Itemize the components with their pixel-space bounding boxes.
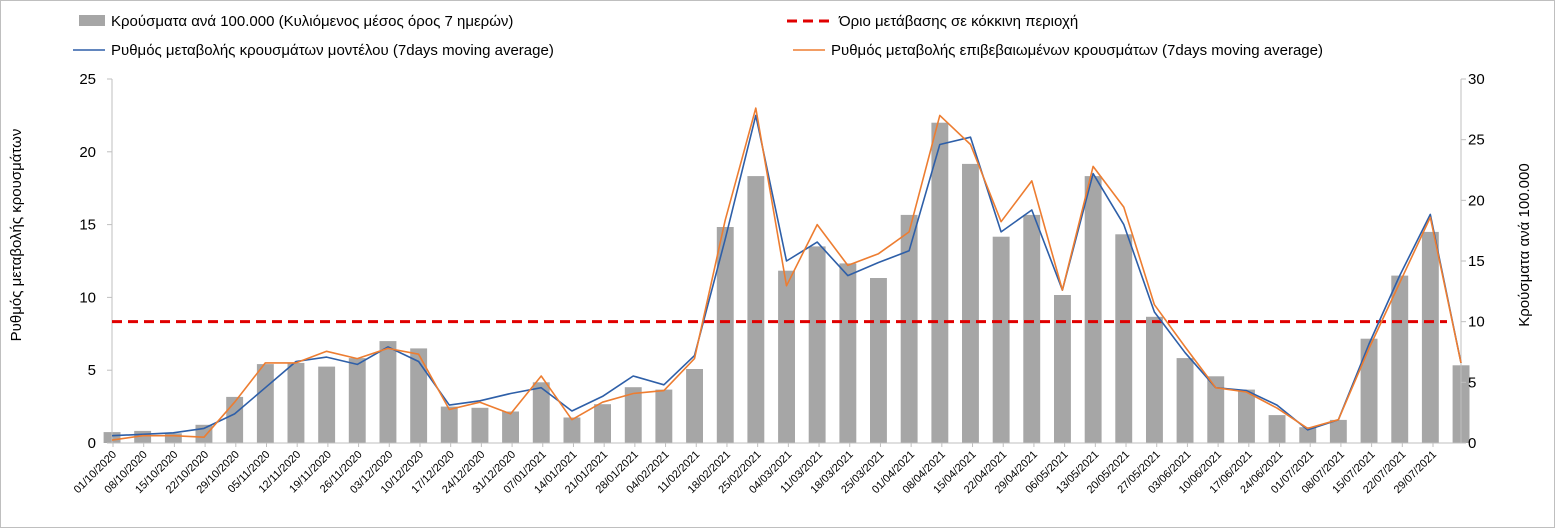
cases-bar bbox=[226, 396, 244, 443]
y-right-axis-label: Κρούσματα ανά 100.000 bbox=[1516, 163, 1533, 326]
cases-bar bbox=[348, 358, 366, 443]
cases-bar bbox=[256, 364, 274, 443]
y-left-tick-label: 0 bbox=[88, 435, 96, 452]
cases-bar bbox=[992, 236, 1010, 443]
cases-bar bbox=[1176, 358, 1194, 443]
cases-bar bbox=[440, 406, 458, 443]
bars-layer bbox=[103, 122, 1470, 443]
legend-label-model: Ρυθμός μεταβολής κρουσμάτων μοντέλου (7d… bbox=[111, 42, 554, 59]
cases-bar bbox=[1238, 389, 1255, 443]
model-rate-line bbox=[111, 114, 1462, 437]
confirmed-rate-line bbox=[111, 107, 1462, 441]
cases-bar bbox=[1421, 231, 1439, 443]
y-right-tick-label: 25 bbox=[1468, 132, 1485, 149]
cases-bar bbox=[532, 382, 550, 443]
y-right-tick-label: 5 bbox=[1468, 374, 1476, 391]
x-tick-labels: 01/10/202008/10/202015/10/202022/10/2020… bbox=[72, 443, 1439, 496]
legend: Κρούσματα ανά 100.000 (Κυλιόμενος μέσος … bbox=[73, 13, 1323, 59]
cases-bar bbox=[287, 362, 305, 443]
cases-bar bbox=[195, 424, 213, 443]
y-left-tick-label: 10 bbox=[79, 289, 96, 306]
cases-bar bbox=[379, 341, 397, 443]
cases-bar bbox=[624, 387, 642, 443]
y-right-tick-label: 20 bbox=[1468, 192, 1485, 209]
cases-bar bbox=[900, 214, 918, 443]
cases-bar bbox=[563, 417, 581, 443]
cases-bar bbox=[1299, 427, 1317, 443]
y-left-tick-label: 20 bbox=[79, 144, 96, 161]
cases-bar bbox=[962, 163, 979, 443]
legend-label-threshold: Όριο μετάβασης σε κόκκινη περιοχή bbox=[838, 13, 1078, 30]
y-right-tick-label: 10 bbox=[1468, 314, 1485, 331]
legend-label-confirmed: Ρυθμός μεταβολής επιβεβαιωμένων κρουσμάτ… bbox=[831, 42, 1323, 59]
legend-swatch-bars bbox=[79, 15, 105, 26]
cases-bar bbox=[778, 270, 795, 443]
cases-bar bbox=[471, 407, 489, 443]
cases-bar bbox=[1329, 419, 1347, 443]
y-left-tick-label: 5 bbox=[88, 362, 96, 379]
cases-bar bbox=[1115, 234, 1133, 443]
cases-bar bbox=[839, 263, 857, 443]
cases-bar bbox=[1391, 275, 1409, 443]
cases-bar bbox=[1268, 415, 1286, 443]
cases-bar bbox=[1084, 176, 1102, 443]
legend-label-bars: Κρούσματα ανά 100.000 (Κυλιόμενος μέσος … bbox=[111, 13, 513, 30]
lines-layer bbox=[111, 107, 1462, 441]
cases-bar bbox=[686, 369, 703, 443]
cases-bar bbox=[1023, 214, 1041, 443]
cases-bar bbox=[164, 433, 182, 443]
cases-bar bbox=[747, 176, 765, 443]
cases-bar bbox=[1207, 376, 1225, 443]
cases-bar bbox=[502, 411, 519, 443]
y-left-axis-label: Ρυθμός μεταβολής κρουσμάτων bbox=[8, 129, 25, 342]
cases-bar bbox=[318, 366, 336, 443]
y-right-tick-label: 30 bbox=[1468, 71, 1485, 88]
y-left-tick-label: 25 bbox=[79, 71, 96, 88]
cases-bar bbox=[808, 246, 826, 443]
y-tick-labels: 0 5 10 15 20 25 0 5 10 15 20 25 30 bbox=[79, 71, 1484, 452]
y-right-tick-label: 0 bbox=[1468, 435, 1476, 452]
cases-bar bbox=[1360, 338, 1378, 443]
cases-bar bbox=[594, 404, 611, 443]
cases-bar bbox=[931, 122, 949, 443]
cases-bar bbox=[410, 348, 428, 443]
y-right-tick-label: 15 bbox=[1468, 253, 1485, 270]
cases-bar bbox=[1054, 295, 1071, 443]
cases-bar bbox=[870, 278, 887, 443]
y-left-tick-label: 15 bbox=[79, 217, 96, 234]
cases-bar bbox=[655, 389, 673, 443]
cases-bar bbox=[1146, 316, 1163, 443]
cases-bar bbox=[716, 227, 734, 443]
